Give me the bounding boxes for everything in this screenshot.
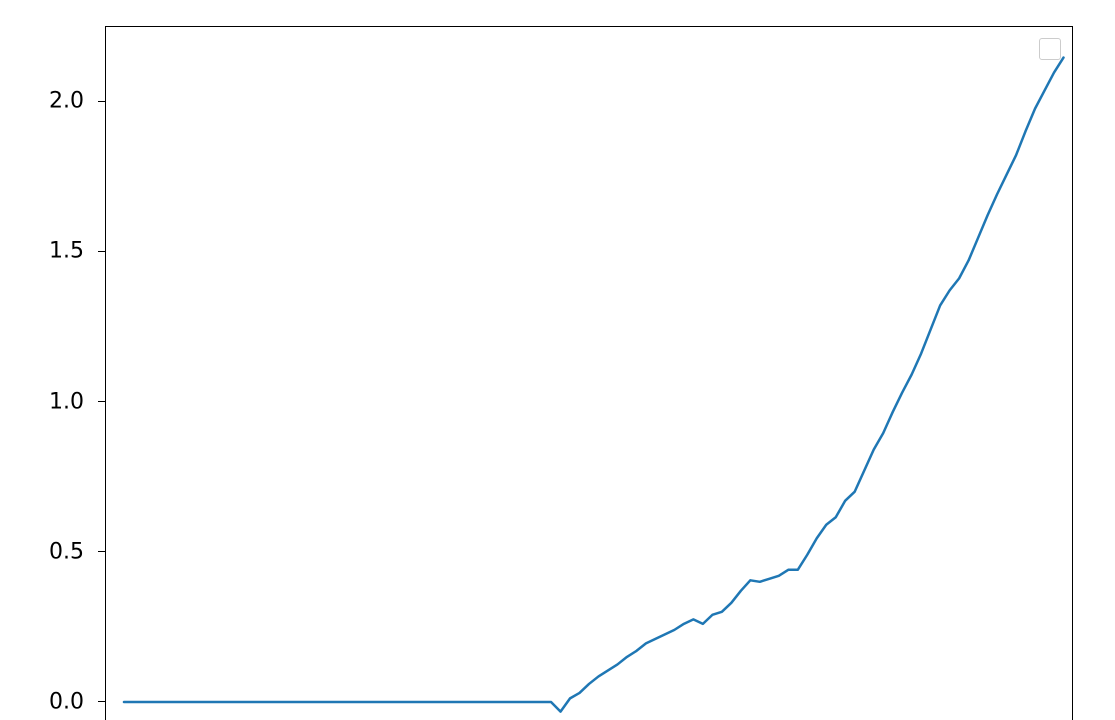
plot-area — [0, 0, 1115, 720]
y-tick-mark — [98, 401, 105, 402]
y-tick-mark — [98, 551, 105, 552]
line-series — [124, 58, 1064, 712]
y-tick-mark — [98, 101, 105, 102]
y-tick-label: 1.5 — [49, 239, 84, 264]
y-tick-label: 2.0 — [49, 89, 84, 114]
legend-box-empty — [1039, 38, 1061, 60]
y-tick-label: 1.0 — [49, 389, 84, 414]
y-tick-label: 0.0 — [49, 689, 84, 714]
y-tick-mark — [98, 701, 105, 702]
figure: 0.0 0.5 1.0 1.5 2.0 — [0, 0, 1115, 720]
y-tick-mark — [98, 251, 105, 252]
y-tick-label: 0.5 — [49, 539, 84, 564]
